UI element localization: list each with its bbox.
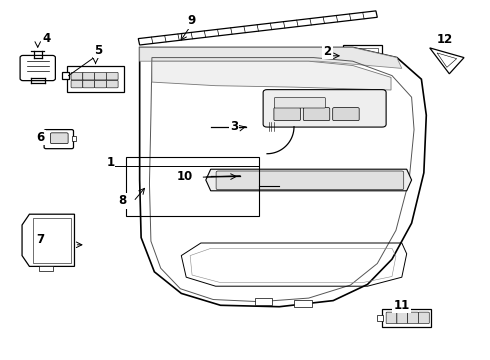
Text: 12: 12 <box>436 33 453 46</box>
Polygon shape <box>143 176 166 214</box>
Bar <box>343 45 382 68</box>
Bar <box>33 218 71 263</box>
FancyBboxPatch shape <box>255 174 266 181</box>
FancyBboxPatch shape <box>71 72 83 80</box>
Text: 6: 6 <box>37 131 45 144</box>
FancyBboxPatch shape <box>397 312 408 324</box>
Polygon shape <box>138 11 377 45</box>
FancyBboxPatch shape <box>382 309 431 327</box>
Bar <box>72 136 76 141</box>
FancyBboxPatch shape <box>418 312 429 324</box>
Polygon shape <box>140 48 402 68</box>
Polygon shape <box>22 214 74 266</box>
FancyBboxPatch shape <box>333 108 359 121</box>
Ellipse shape <box>150 207 159 214</box>
FancyBboxPatch shape <box>274 108 300 121</box>
FancyBboxPatch shape <box>67 66 124 92</box>
FancyBboxPatch shape <box>303 108 330 121</box>
Text: 3: 3 <box>230 120 238 133</box>
Text: 11: 11 <box>393 299 410 312</box>
FancyBboxPatch shape <box>95 72 106 80</box>
FancyBboxPatch shape <box>44 130 74 149</box>
FancyBboxPatch shape <box>408 312 418 324</box>
Polygon shape <box>140 48 426 307</box>
Text: 9: 9 <box>187 14 195 27</box>
Polygon shape <box>206 169 412 191</box>
FancyBboxPatch shape <box>266 122 278 132</box>
Text: 7: 7 <box>37 233 45 246</box>
Text: 4: 4 <box>43 32 50 45</box>
FancyBboxPatch shape <box>50 133 68 144</box>
FancyBboxPatch shape <box>245 121 268 135</box>
Text: 5: 5 <box>94 44 102 57</box>
Bar <box>126 157 259 216</box>
FancyBboxPatch shape <box>106 80 118 88</box>
FancyBboxPatch shape <box>71 80 83 88</box>
Polygon shape <box>437 53 457 67</box>
Text: 10: 10 <box>177 170 194 183</box>
Bar <box>377 315 383 321</box>
FancyBboxPatch shape <box>95 80 106 88</box>
FancyBboxPatch shape <box>83 80 95 88</box>
FancyBboxPatch shape <box>386 312 397 324</box>
Polygon shape <box>152 61 391 90</box>
Bar <box>39 266 53 271</box>
FancyBboxPatch shape <box>255 298 272 305</box>
Text: 8: 8 <box>119 194 126 207</box>
FancyBboxPatch shape <box>274 98 325 108</box>
FancyBboxPatch shape <box>263 90 386 127</box>
FancyBboxPatch shape <box>294 300 312 307</box>
FancyBboxPatch shape <box>239 172 257 183</box>
Polygon shape <box>430 48 464 74</box>
FancyBboxPatch shape <box>83 72 95 80</box>
FancyBboxPatch shape <box>106 72 118 80</box>
FancyBboxPatch shape <box>20 55 55 81</box>
Bar <box>347 48 378 65</box>
Bar <box>62 72 69 79</box>
Text: 2: 2 <box>323 45 331 58</box>
Text: 1: 1 <box>106 156 114 169</box>
FancyBboxPatch shape <box>216 171 404 190</box>
